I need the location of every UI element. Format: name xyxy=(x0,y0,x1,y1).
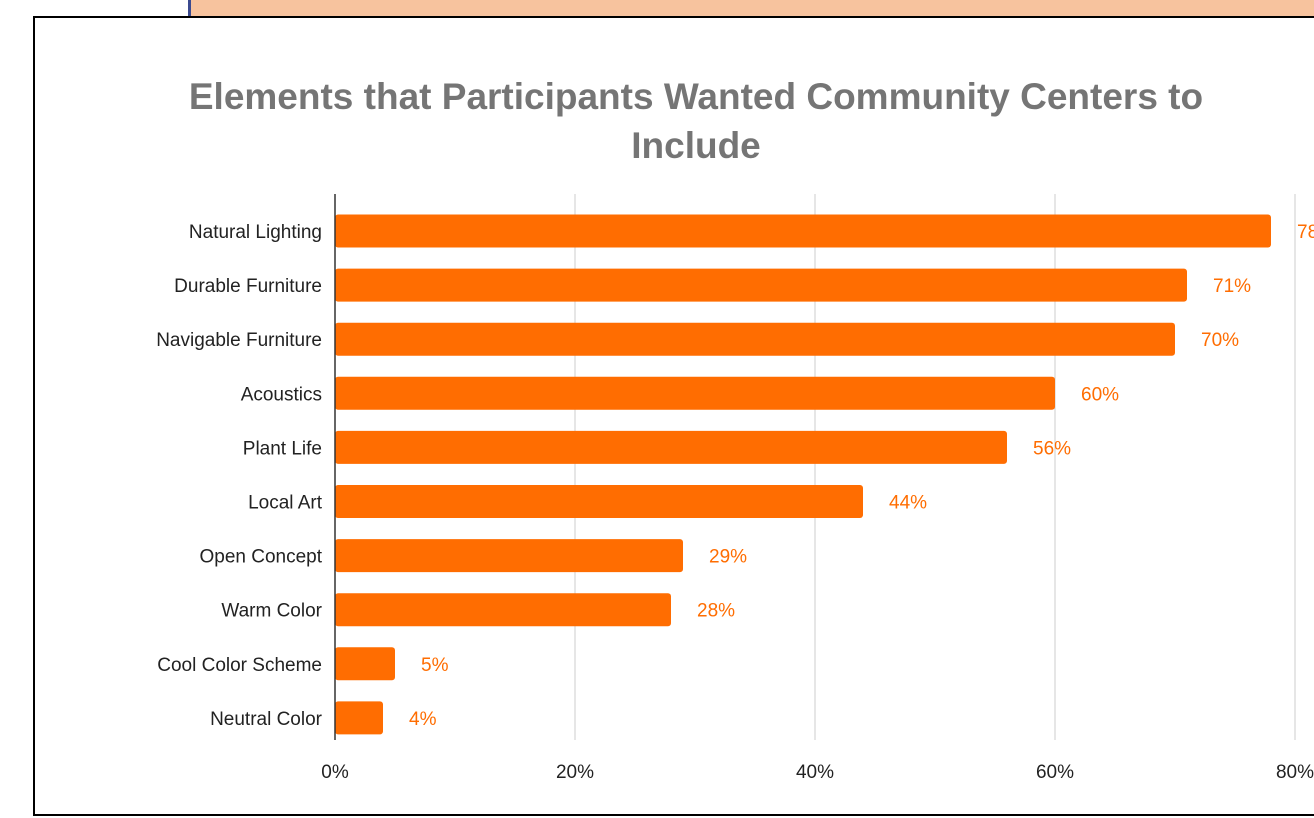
header-band xyxy=(188,0,1314,18)
data-label-8: 5% xyxy=(421,655,449,676)
category-label-6: Open Concept xyxy=(199,547,322,568)
x-tick-label-80: 80% xyxy=(1276,762,1314,783)
data-label-2: 70% xyxy=(1201,330,1239,351)
bar-0 xyxy=(335,214,1271,248)
bar-2 xyxy=(335,322,1175,356)
category-label-9: Neutral Color xyxy=(210,709,323,730)
x-axis-tick-labels: 0% 20% 40% 60% 80% xyxy=(321,762,1314,783)
chart-title: Elements that Participants Wanted Commun… xyxy=(189,76,1203,166)
chart-title-line-2: Include xyxy=(631,125,761,166)
data-label-1: 71% xyxy=(1213,276,1251,297)
category-label-4: Plant Life xyxy=(243,438,322,459)
data-label-7: 28% xyxy=(697,601,735,622)
data-label-9: 4% xyxy=(409,709,437,730)
category-labels: Natural Lighting Durable Furniture Navigab… xyxy=(156,222,323,730)
data-label-0: 78% xyxy=(1297,222,1314,243)
x-tick-label-40: 40% xyxy=(796,762,834,783)
data-label-4: 56% xyxy=(1033,438,1071,459)
data-labels: 78% 71% 70% 60% 56% 44% 29% 28% 5% 4% xyxy=(409,222,1314,730)
category-label-5: Local Art xyxy=(248,493,323,514)
data-label-3: 60% xyxy=(1081,384,1119,405)
category-label-7: Warm Color xyxy=(221,601,322,622)
bar-3 xyxy=(335,376,1055,410)
bar-8 xyxy=(335,647,395,681)
x-tick-label-0: 0% xyxy=(321,762,349,783)
category-label-3: Acoustics xyxy=(241,384,322,405)
bars xyxy=(335,214,1271,735)
bar-4 xyxy=(335,430,1007,464)
bar-5 xyxy=(335,485,863,518)
bar-chart: Elements that Participants Wanted Commun… xyxy=(156,76,1314,783)
category-label-0: Natural Lighting xyxy=(189,222,322,243)
chart-title-line-1: Elements that Participants Wanted Commun… xyxy=(189,76,1203,117)
x-tick-label-60: 60% xyxy=(1036,762,1074,783)
x-tick-label-20: 20% xyxy=(556,762,594,783)
chart-card: Elements that Participants Wanted Commun… xyxy=(33,16,1314,816)
data-label-6: 29% xyxy=(709,547,747,568)
bar-9 xyxy=(335,701,383,735)
bar-7 xyxy=(335,593,671,627)
category-label-8: Cool Color Scheme xyxy=(157,655,322,676)
bar-1 xyxy=(335,268,1187,302)
data-label-5: 44% xyxy=(889,493,927,514)
category-label-2: Navigable Furniture xyxy=(156,330,322,351)
bar-6 xyxy=(335,539,683,573)
category-label-1: Durable Furniture xyxy=(174,276,322,297)
